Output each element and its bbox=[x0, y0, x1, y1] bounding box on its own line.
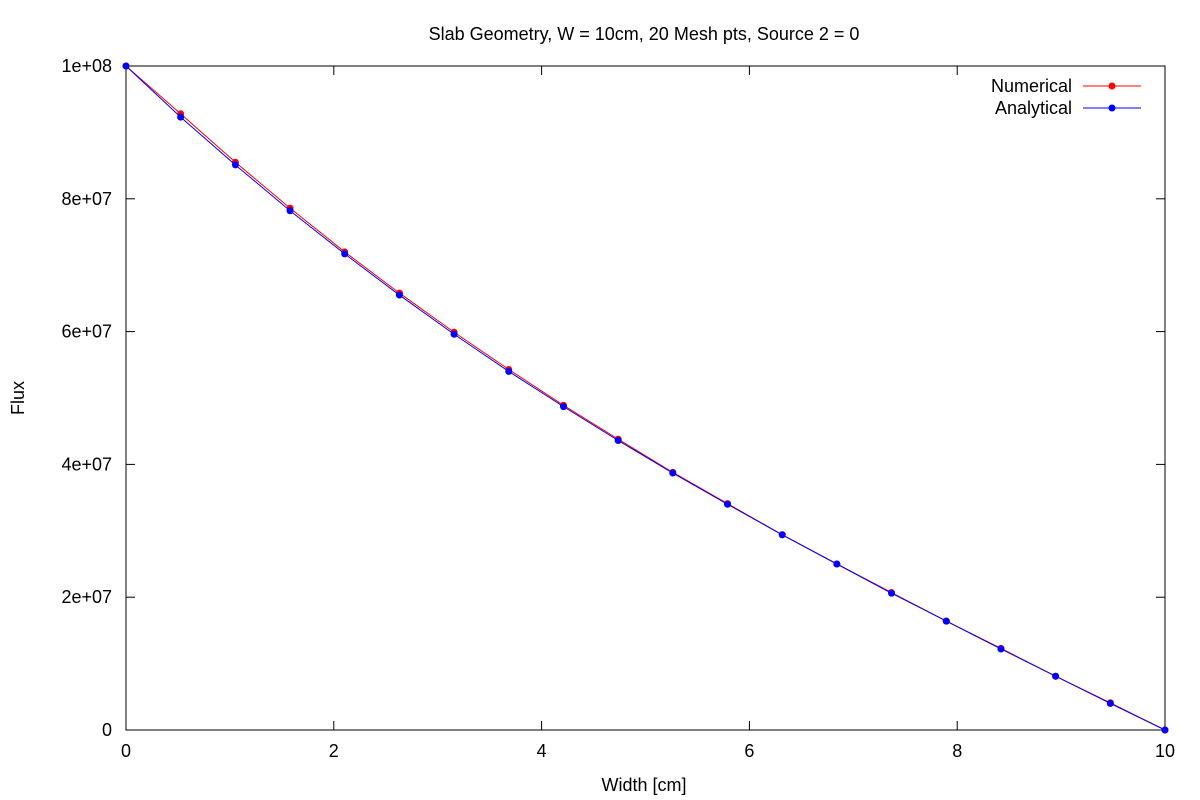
y-axis: 0 2e+07 4e+07 6e+07 8e+07 1e+08 bbox=[61, 56, 1165, 740]
data-point-analytical bbox=[942, 617, 950, 625]
x-tick-label: 2 bbox=[329, 741, 339, 761]
legend-label-numerical: Numerical bbox=[991, 76, 1072, 96]
legend-marker-numerical bbox=[1108, 82, 1116, 90]
y-tick-label: 8e+07 bbox=[61, 189, 112, 209]
data-point-analytical bbox=[1052, 672, 1060, 680]
data-point-analytical bbox=[560, 403, 568, 411]
data-point-analytical bbox=[723, 500, 731, 508]
x-tick-label: 0 bbox=[121, 741, 131, 761]
x-tick-label: 6 bbox=[744, 741, 754, 761]
y-tick-label: 2e+07 bbox=[61, 587, 112, 607]
data-point-analytical bbox=[122, 62, 130, 70]
legend-marker-analytical bbox=[1108, 104, 1116, 112]
y-tick-label: 1e+08 bbox=[61, 56, 112, 76]
data-point-analytical bbox=[286, 207, 294, 215]
x-axis-label: Width [cm] bbox=[601, 775, 686, 795]
x-tick-label: 4 bbox=[537, 741, 547, 761]
data-point-analytical bbox=[505, 367, 513, 375]
chart-title: Slab Geometry, W = 10cm, 20 Mesh pts, So… bbox=[429, 24, 860, 44]
y-tick-label: 0 bbox=[102, 720, 112, 740]
series-line-analytical bbox=[125, 65, 1166, 731]
x-tick-label: 10 bbox=[1155, 741, 1175, 761]
data-point-analytical bbox=[997, 645, 1005, 653]
data-point-analytical bbox=[395, 291, 403, 299]
data-point-analytical bbox=[888, 589, 896, 597]
data-point-analytical bbox=[341, 250, 349, 258]
x-tick-label: 8 bbox=[952, 741, 962, 761]
y-tick-label: 6e+07 bbox=[61, 322, 112, 342]
data-point-analytical bbox=[778, 531, 786, 539]
data-point-analytical bbox=[669, 469, 677, 477]
plot-frame bbox=[125, 65, 1166, 731]
y-tick-label: 4e+07 bbox=[61, 454, 112, 474]
series-numerical bbox=[122, 62, 1169, 734]
x-axis: 0 2 4 6 8 10 bbox=[121, 66, 1175, 761]
series-analytical bbox=[122, 62, 1169, 734]
data-point-analytical bbox=[177, 113, 185, 121]
legend-label-analytical: Analytical bbox=[995, 98, 1072, 118]
series-line-numerical bbox=[125, 65, 1166, 731]
data-point-analytical bbox=[231, 161, 239, 169]
data-point-analytical bbox=[614, 436, 622, 444]
y-axis-label: Flux bbox=[8, 381, 28, 415]
series-layer bbox=[122, 62, 1169, 734]
data-point-analytical bbox=[1106, 699, 1114, 707]
data-point-analytical bbox=[833, 560, 841, 568]
data-point-analytical bbox=[450, 330, 458, 338]
data-point-analytical bbox=[1161, 726, 1169, 734]
